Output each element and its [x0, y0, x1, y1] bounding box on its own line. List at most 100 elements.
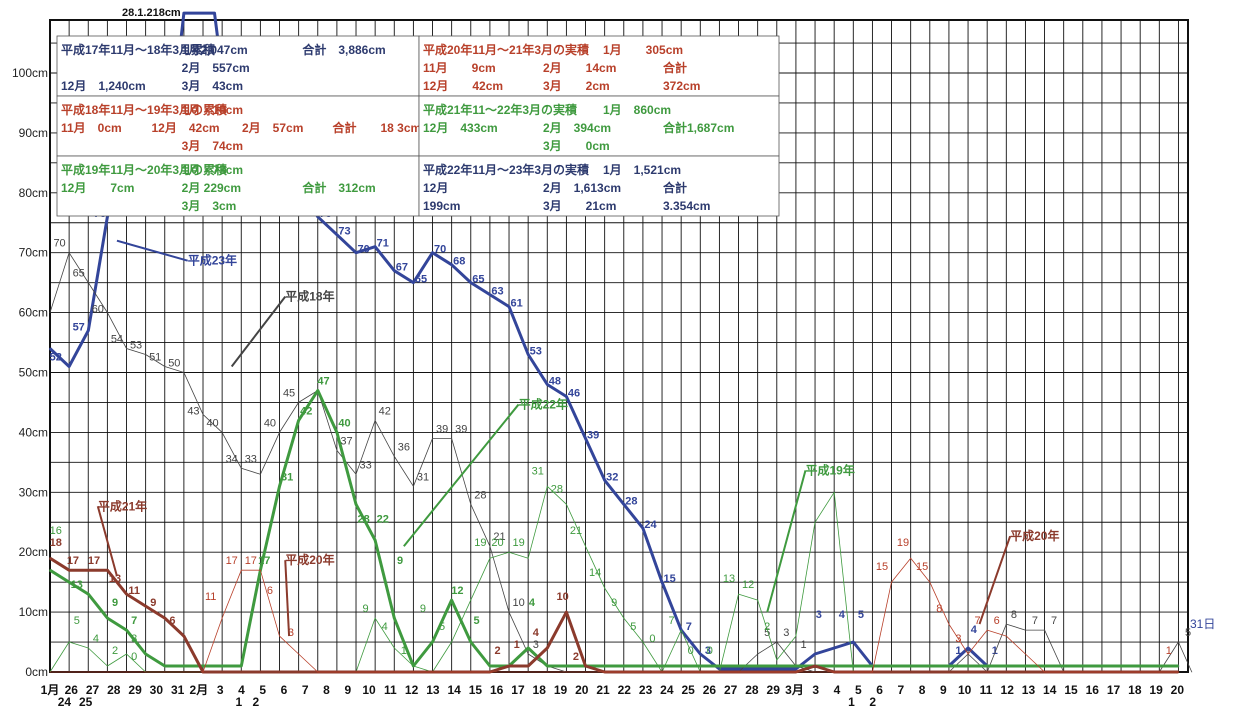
note-box [418, 35, 780, 97]
data-point [1101, 671, 1103, 673]
data-label: 15 [664, 573, 676, 585]
note-text: 1月 10cm [182, 103, 243, 117]
data-point [355, 503, 357, 506]
data-label: 57 [73, 322, 85, 334]
data-label: 9 [363, 603, 369, 615]
x-tick-label-lower: 1 [235, 695, 242, 709]
data-label: 68 [453, 256, 465, 268]
data-label: 4 [529, 597, 536, 609]
data-point [87, 671, 89, 673]
data-point [775, 665, 778, 667]
data-point [1005, 671, 1008, 673]
data-point [508, 671, 510, 673]
data-label: 52 [50, 352, 62, 364]
x-tick-label: 2月 [190, 683, 209, 697]
data-point [87, 647, 89, 649]
data-label: 17 [245, 555, 257, 567]
top-value-label: 28.1.218cm [122, 7, 181, 19]
data-point [680, 665, 682, 667]
annotation-label: 平成20年 [1010, 528, 1059, 543]
data-label: 70 [53, 238, 65, 250]
annotation-arrow [116, 239, 188, 262]
data-point [622, 665, 625, 667]
x-tick-label: 4 [834, 683, 841, 697]
data-point [49, 557, 51, 559]
data-point [279, 432, 280, 433]
data-point [393, 671, 395, 673]
x-tick-label: 13 [426, 683, 440, 697]
data-point [489, 293, 491, 296]
data-point [489, 545, 491, 547]
data-point [795, 665, 797, 667]
data-point [393, 617, 396, 619]
note-text: 11月 9cm [423, 61, 496, 75]
data-point [278, 671, 281, 673]
data-point [604, 587, 606, 589]
data-label: 8 [1011, 609, 1017, 621]
data-point [833, 647, 835, 649]
x-tick-label: 20 [575, 683, 589, 697]
note-text: 合計 [663, 60, 687, 75]
note-text: 2月 229cm [182, 181, 241, 195]
data-label: 47 [317, 375, 329, 387]
data-point [565, 665, 568, 667]
data-point [297, 671, 300, 673]
x-tick-label: 3月 [785, 683, 804, 697]
data-point [948, 665, 950, 667]
data-label: 10 [512, 597, 524, 609]
note-box [418, 95, 780, 157]
note-text: 372cm [663, 79, 700, 93]
data-point [489, 671, 491, 673]
x-tick-label: 12 [1001, 683, 1015, 697]
note-text: 1月 860cm [603, 103, 671, 117]
data-point [738, 671, 739, 673]
data-point [642, 641, 644, 643]
data-point [374, 420, 376, 421]
series-line [49, 556, 1179, 674]
data-point [1139, 665, 1141, 667]
data-point [699, 671, 701, 673]
data-point [336, 449, 338, 451]
data-point [183, 671, 185, 673]
data-point [431, 251, 434, 254]
data-label: 14 [589, 567, 601, 579]
data-point [221, 617, 223, 619]
data-point [890, 665, 893, 667]
data-label: 54 [111, 334, 123, 346]
data-point [432, 671, 433, 673]
data-label: 48 [549, 375, 561, 387]
data-point [451, 641, 453, 643]
data-point [355, 251, 357, 254]
data-label: 7 [686, 621, 692, 633]
note-text: 2月 57cm [242, 121, 303, 135]
data-label: 12 [742, 579, 754, 591]
data-label: 21 [493, 531, 505, 543]
data-point [87, 282, 89, 284]
data-point [202, 671, 204, 673]
data-point [240, 665, 243, 667]
data-point [202, 12, 204, 14]
annotation-arrow [96, 506, 118, 577]
data-point [565, 611, 568, 613]
data-label: 70 [358, 244, 370, 256]
data-point [833, 665, 835, 667]
data-label: 40 [338, 417, 350, 429]
data-label: 4 [971, 624, 978, 636]
data-point [298, 402, 300, 403]
data-label: 50 [168, 358, 180, 370]
data-point [87, 569, 90, 571]
data-label: 31 [281, 471, 293, 483]
data-point [451, 437, 453, 439]
annotation-arrow [284, 560, 291, 637]
data-label: 40 [206, 417, 218, 429]
data-label: 42 [300, 405, 312, 417]
x-tick-label: 9 [344, 683, 351, 697]
annotation-arrow [230, 296, 287, 368]
x-tick-label: 29 [128, 683, 142, 697]
x-tick-label: 30 [150, 683, 164, 697]
data-point [680, 629, 682, 631]
y-tick-label: 0cm [25, 665, 48, 679]
data-point [450, 263, 453, 266]
data-label: 39 [587, 429, 599, 441]
